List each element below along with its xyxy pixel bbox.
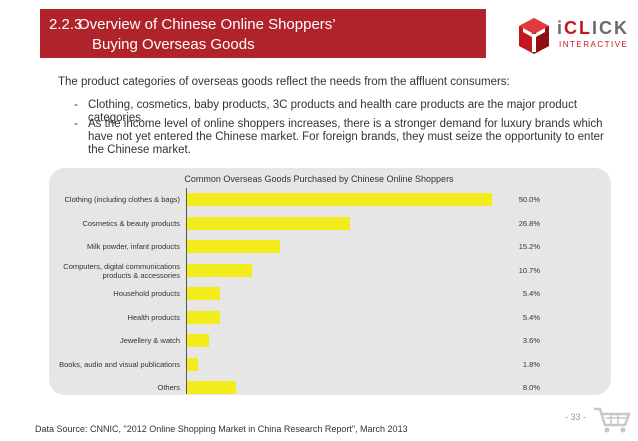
logo-subtitle: INTERACTIVE (559, 40, 629, 49)
value-label: 15.2% (518, 242, 540, 251)
category-label: Jewellery & watch (119, 336, 180, 345)
shopping-cart-icon (594, 407, 631, 433)
value-label: 10.7% (518, 265, 540, 275)
bar (187, 357, 198, 371)
page-title-line2: Buying Overseas Goods (92, 36, 255, 53)
value-label: 5.4% (522, 289, 540, 298)
value-label: 50.0% (518, 195, 540, 204)
category-label: Milk powder, infant products (87, 242, 180, 251)
category-label: Clothing (including clothes & bags) (64, 195, 180, 204)
title-banner-notch (0, 0, 40, 58)
logo-cube-icon (519, 18, 549, 54)
value-label: 8.0% (522, 383, 540, 392)
category-label: Others (157, 383, 180, 392)
intro-text: The product categories of overseas goods… (58, 76, 510, 88)
section-number: 2.2.3 (49, 16, 83, 33)
value-label: 3.6% (522, 336, 540, 345)
category-label: Health products (127, 312, 180, 322)
bar (187, 310, 220, 324)
bar (187, 334, 209, 347)
category-label: Cosmetics & beauty products (82, 218, 180, 228)
bar (187, 263, 253, 277)
title-banner (40, 9, 486, 58)
iclick-logo: iCLICK INTERACTIVE (517, 16, 627, 60)
chart-axis (186, 188, 187, 394)
bullet-marker: - (74, 118, 78, 130)
page-title-line1: Overview of Chinese Online Shoppers’ (78, 16, 336, 33)
bar (187, 381, 236, 394)
value-label: 26.8% (518, 218, 540, 228)
data-source: Data Source: CNNIC, "2012 Online Shoppin… (35, 424, 408, 434)
bar (187, 193, 492, 206)
chart-title: Common Overseas Goods Purchased by Chine… (184, 174, 454, 184)
logo-wordmark: iCLICK (557, 18, 630, 38)
value-label: 1.8% (522, 359, 540, 369)
category-label: Books, audio and visual publications (59, 359, 180, 369)
bullet-text: Clothing, cosmetics, baby products, 3C p… (88, 99, 578, 124)
value-label: 5.4% (522, 312, 540, 322)
bar (187, 287, 220, 300)
category-label: Household products (113, 289, 180, 298)
page-number: - 33 - (565, 412, 587, 422)
bar (187, 240, 280, 253)
category-label: Computers, digital communications produc… (63, 261, 180, 280)
bullet-text: As the income level of online shoppers i… (88, 118, 604, 156)
bullet-marker: - (74, 99, 78, 111)
bar (187, 216, 351, 230)
